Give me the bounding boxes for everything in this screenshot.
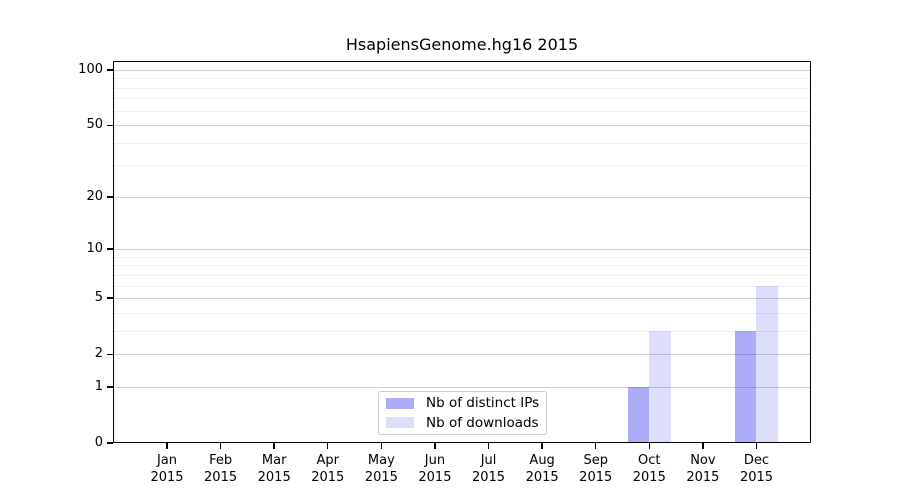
x-tick-year: 2015 bbox=[525, 470, 559, 485]
legend: Nb of distinct IPs Nb of downloads bbox=[378, 391, 547, 435]
x-tick-label-may: May 2015 bbox=[349, 452, 413, 486]
x-tick-year: 2015 bbox=[686, 470, 720, 485]
x-tick-label-mar: Mar 2015 bbox=[242, 452, 306, 486]
x-tick-nov bbox=[702, 443, 704, 449]
x-tick-month: Apr bbox=[316, 453, 340, 468]
gridline-major bbox=[113, 196, 811, 198]
x-tick-jul bbox=[487, 443, 490, 449]
x-tick-month: Dec bbox=[743, 453, 770, 468]
gridline-major bbox=[113, 70, 811, 71]
bar-nb-of-downloads-dec bbox=[756, 285, 778, 443]
legend-label: Nb of downloads bbox=[426, 414, 539, 431]
x-tick-label-jan: Jan 2015 bbox=[135, 452, 199, 486]
x-tick-label-aug: Aug 2015 bbox=[510, 452, 574, 486]
x-tick-label-sep: Sep 2015 bbox=[564, 452, 628, 486]
legend-item-nb-of-distinct-ips: Nb of distinct IPs bbox=[379, 395, 546, 411]
x-tick-year: 2015 bbox=[739, 470, 774, 485]
x-tick-year: 2015 bbox=[632, 470, 666, 485]
y-tick-5 bbox=[107, 297, 113, 299]
x-tick-month: Aug bbox=[529, 453, 555, 468]
gridline-minor bbox=[113, 98, 811, 100]
gridline-major bbox=[113, 354, 811, 356]
x-tick-label-oct: Oct 2015 bbox=[617, 452, 681, 486]
y-tick-label-2: 2 bbox=[94, 346, 103, 362]
x-tick-oct bbox=[648, 443, 650, 449]
y-tick-label-1: 1 bbox=[94, 378, 103, 394]
x-tick-label-jul: Jul 2015 bbox=[457, 452, 521, 486]
x-tick-label-dec: Dec 2015 bbox=[724, 452, 788, 486]
y-tick-50 bbox=[107, 124, 113, 126]
y-tick-label-50: 50 bbox=[86, 117, 103, 133]
plot-frame bbox=[113, 61, 811, 443]
y-tick-label-5: 5 bbox=[94, 290, 103, 306]
x-tick-label-feb: Feb 2015 bbox=[189, 452, 253, 486]
x-tick-month: Oct bbox=[638, 453, 661, 468]
gridline-minor bbox=[113, 142, 811, 144]
gridline-minor bbox=[113, 285, 811, 287]
x-tick-dec bbox=[755, 443, 758, 449]
bar-nb-of-distinct-ips-dec bbox=[734, 330, 757, 443]
gridline-minor bbox=[113, 312, 811, 314]
x-tick-may bbox=[380, 443, 383, 449]
x-tick-mar bbox=[273, 443, 275, 449]
bar-nb-of-distinct-ips-oct bbox=[627, 386, 650, 443]
x-tick-label-jun: Jun 2015 bbox=[403, 452, 467, 486]
x-tick-label-nov: Nov 2015 bbox=[671, 452, 735, 486]
x-tick-year: 2015 bbox=[579, 470, 613, 485]
legend-label: Nb of distinct IPs bbox=[426, 395, 540, 412]
x-tick-month: Mar bbox=[261, 453, 287, 468]
y-tick-0 bbox=[107, 442, 113, 444]
x-tick-month: Jan bbox=[156, 453, 178, 468]
gridline-minor bbox=[113, 265, 811, 267]
y-tick-10 bbox=[107, 248, 113, 250]
x-tick-year: 2015 bbox=[418, 470, 452, 485]
gridline-major bbox=[113, 386, 811, 388]
y-tick-label-0: 0 bbox=[94, 435, 103, 450]
x-tick-year: 2015 bbox=[257, 470, 291, 485]
gridline-major bbox=[113, 298, 811, 300]
x-tick-month: Jun bbox=[424, 453, 446, 468]
x-tick-label-apr: Apr 2015 bbox=[296, 452, 360, 486]
x-tick-year: 2015 bbox=[364, 470, 398, 485]
gridline-minor bbox=[113, 330, 811, 332]
x-tick-month: Jul bbox=[480, 453, 497, 468]
legend-swatch-icon bbox=[386, 417, 414, 429]
x-tick-feb bbox=[219, 443, 222, 449]
gridline-minor bbox=[113, 274, 811, 276]
bar-nb-of-downloads-oct bbox=[649, 330, 671, 443]
x-tick-year: 2015 bbox=[311, 470, 345, 485]
y-tick-label-10: 10 bbox=[86, 241, 103, 257]
y-tick-100 bbox=[107, 69, 113, 71]
x-tick-month: Sep bbox=[583, 453, 608, 468]
x-tick-aug bbox=[541, 443, 543, 449]
gridline-major bbox=[113, 125, 811, 127]
y-tick-label-20: 20 bbox=[86, 188, 103, 204]
legend-swatch-icon bbox=[386, 397, 414, 409]
gridline-minor bbox=[113, 256, 811, 258]
gridline-minor bbox=[113, 110, 811, 112]
plot-area: Nb of distinct IPs Nb of downloads 0 1 2 5 10… bbox=[78, 61, 811, 485]
y-tick-20 bbox=[107, 196, 113, 198]
x-tick-apr bbox=[327, 443, 329, 449]
x-tick-jun bbox=[434, 443, 436, 449]
x-tick-month: May bbox=[367, 453, 395, 468]
x-tick-month: Nov bbox=[690, 453, 716, 468]
y-tick-label-100: 100 bbox=[78, 62, 103, 77]
y-tick-2 bbox=[107, 353, 113, 355]
x-tick-year: 2015 bbox=[150, 470, 184, 485]
gridline-minor bbox=[113, 78, 811, 80]
x-tick-year: 2015 bbox=[471, 470, 506, 485]
x-tick-sep bbox=[595, 443, 597, 449]
gridline-minor bbox=[113, 165, 811, 167]
y-tick-1 bbox=[107, 386, 113, 388]
gridline-major bbox=[113, 249, 811, 251]
legend-item-nb-of-downloads: Nb of downloads bbox=[379, 415, 546, 431]
x-tick-jan bbox=[166, 443, 168, 449]
gridline-minor bbox=[113, 87, 811, 89]
x-tick-month: Feb bbox=[209, 453, 233, 468]
x-tick-year: 2015 bbox=[204, 470, 238, 485]
chart-title: HsapiensGenome.hg16 2015 bbox=[345, 35, 579, 54]
